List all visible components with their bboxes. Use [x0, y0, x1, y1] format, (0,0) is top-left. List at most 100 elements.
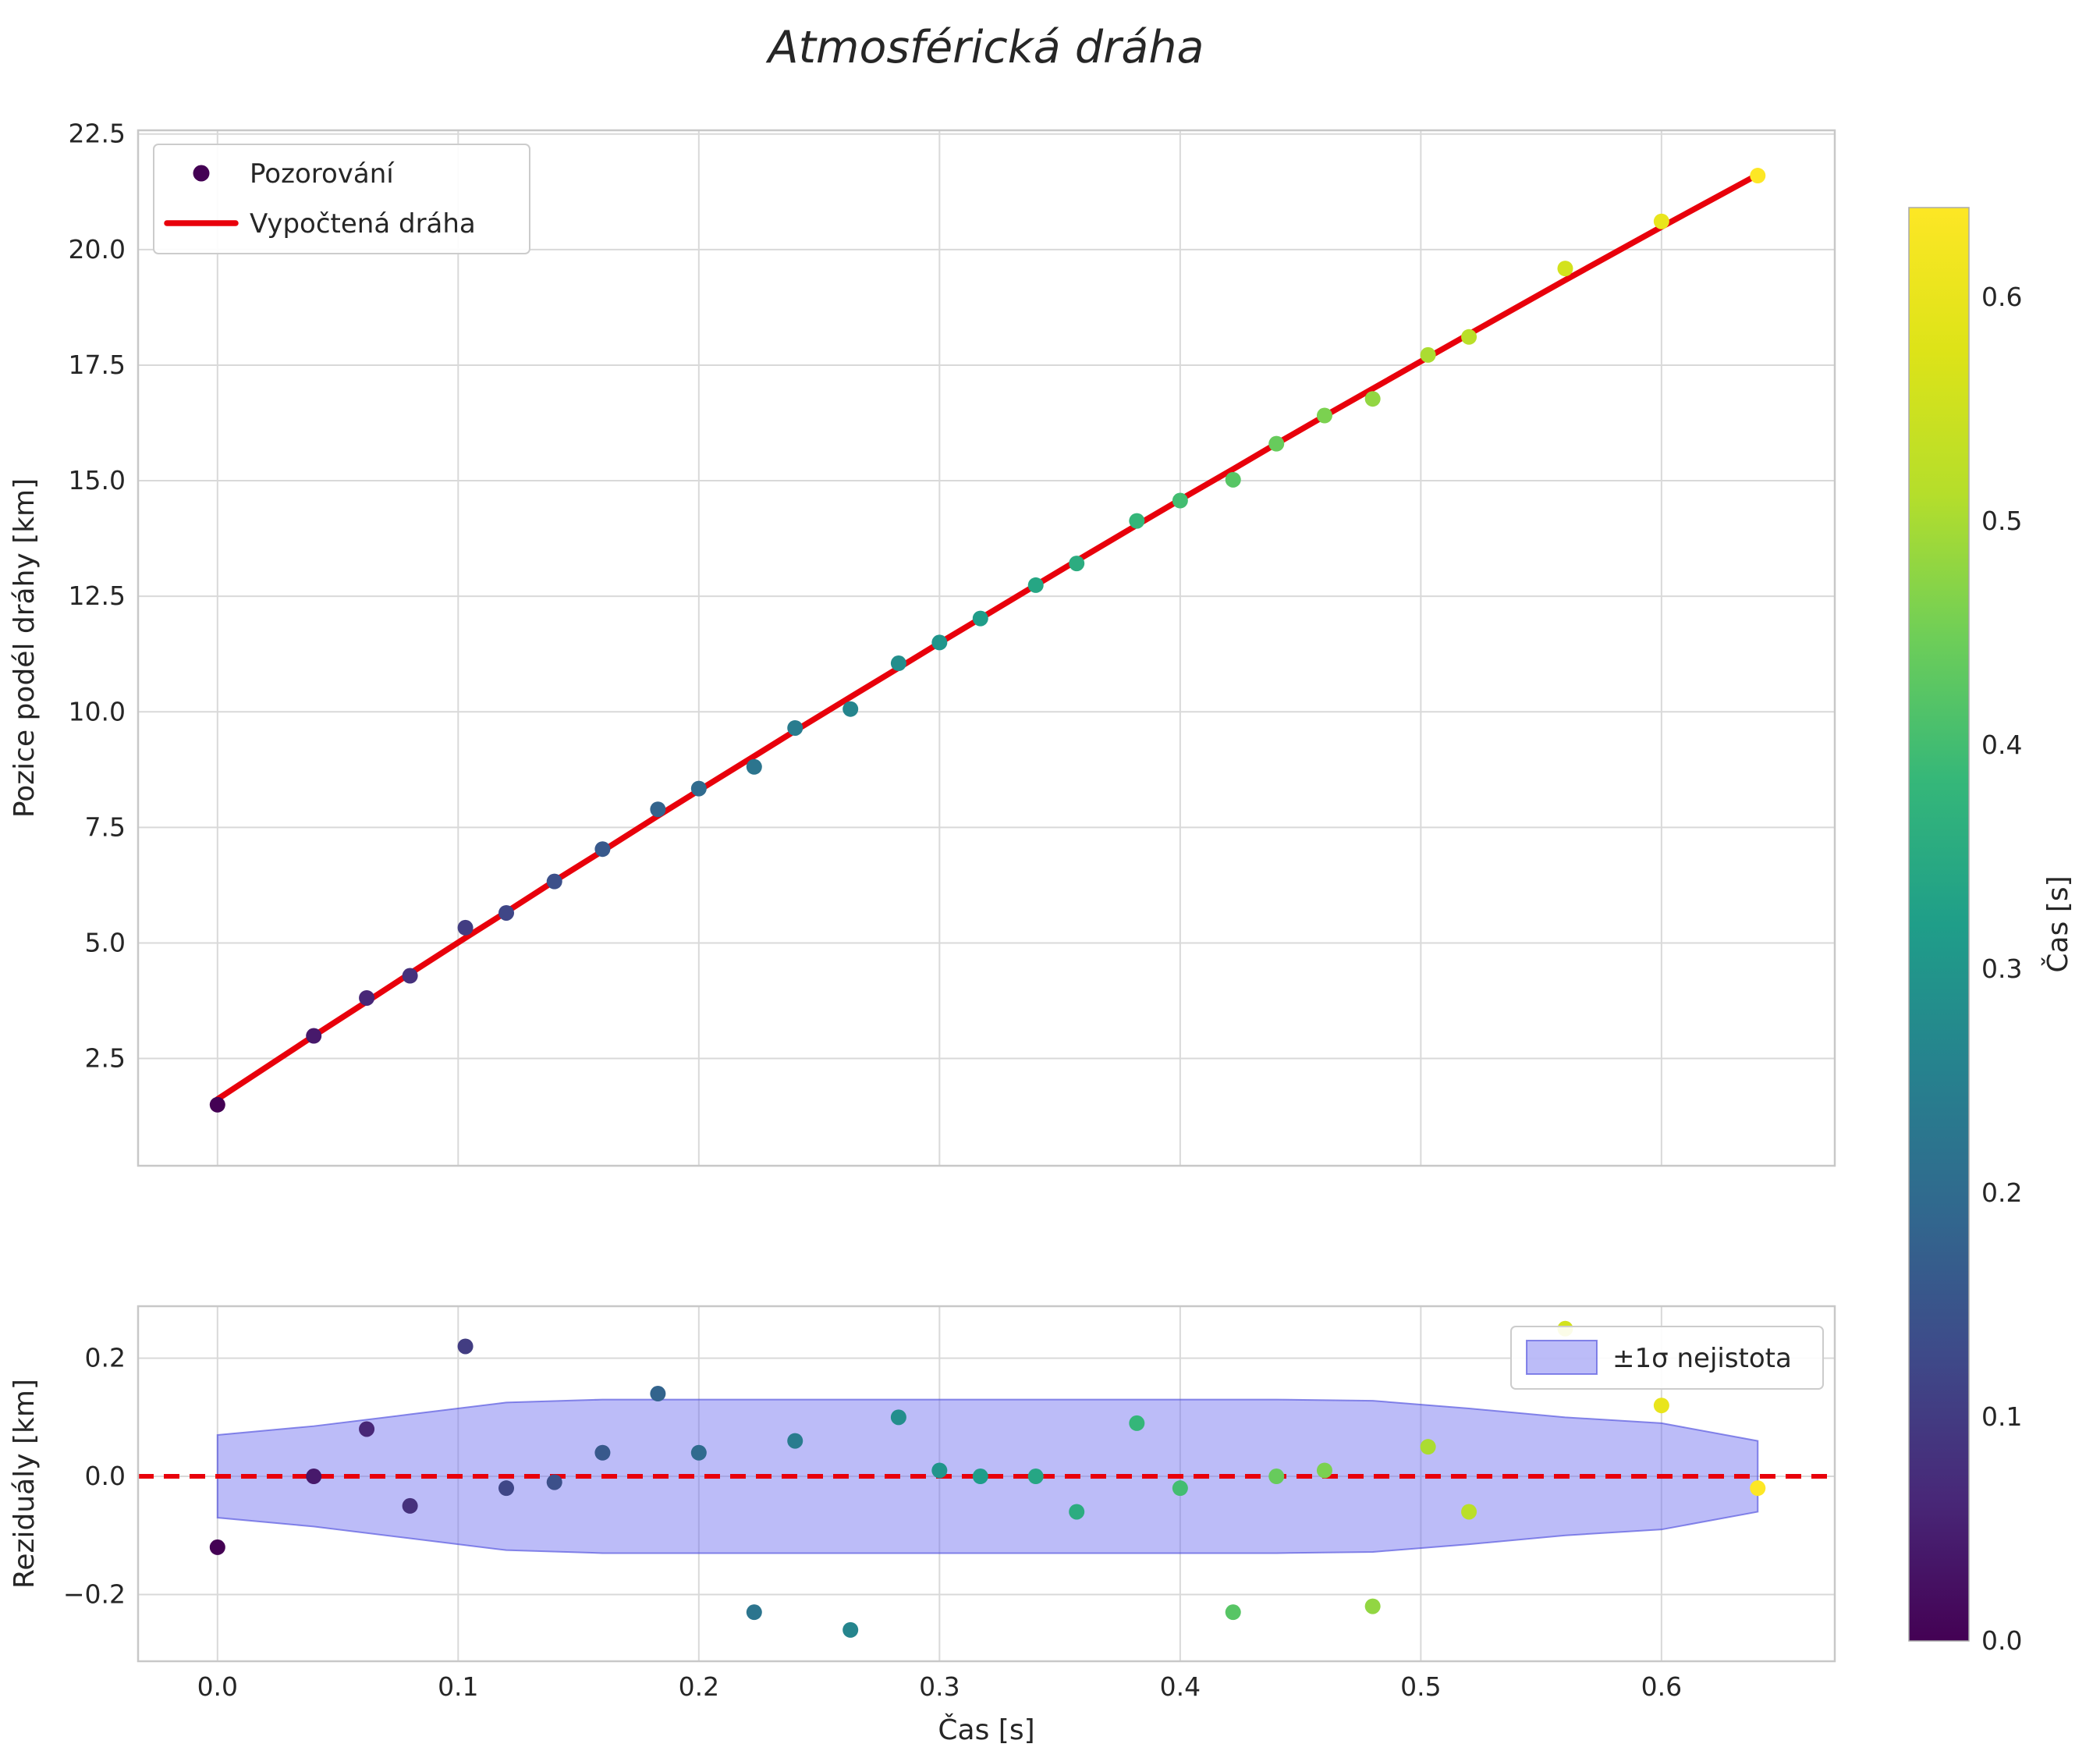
colorbar-tick-label: 0.6 [1981, 282, 2022, 312]
residual-point [890, 1409, 906, 1426]
residual-point [306, 1469, 322, 1485]
residual-point [594, 1444, 611, 1461]
residual-point [746, 1604, 762, 1621]
observation-point [842, 701, 859, 717]
legend-residuals: ±1σ nejistota [1510, 1326, 1824, 1390]
legend-label-pozorovani: Pozorování [250, 158, 395, 190]
observation-point [1225, 471, 1241, 488]
axes-spine [137, 129, 1836, 1167]
residual-point [931, 1462, 948, 1479]
observation-point [690, 780, 707, 797]
observation-point [1461, 329, 1477, 345]
observation-point [650, 801, 666, 818]
y-tick-label: 0.0 [85, 1461, 126, 1491]
observation-point [498, 904, 515, 921]
y-tick-label: 2.5 [85, 1043, 126, 1074]
x-tick-label: 0.3 [919, 1671, 960, 1702]
colorbar-tick-label: 0.1 [1981, 1401, 2022, 1432]
observation-point [402, 968, 418, 984]
observation-point [1129, 513, 1145, 529]
plot-background [138, 130, 1835, 1166]
observation-point [594, 841, 611, 858]
observation-point [1557, 261, 1573, 277]
observation-point [1172, 492, 1188, 509]
residual-point [1069, 1504, 1085, 1520]
residual-point [1750, 1480, 1766, 1497]
legend-label-vypoctena-draha: Vypočtená dráha [250, 208, 476, 240]
y-tick-label: 20.0 [69, 234, 126, 265]
observation-point [1316, 407, 1332, 424]
y-tick-label: 7.5 [85, 812, 126, 842]
observation-point [1653, 213, 1669, 229]
observation-point [1027, 577, 1044, 593]
legend-trajectory: Pozorování Vypočtená dráha [153, 144, 530, 254]
residual-point [402, 1497, 418, 1514]
x-tick-label: 0.2 [679, 1671, 719, 1702]
residual-point [457, 1338, 474, 1355]
panel-residuals: −0.2 0.0 0.2 Reziduály [km] 0.0 0.1 0.2 0.3 0.4 0… [9, 1305, 1836, 1746]
axes-spine [137, 1305, 1836, 1663]
y-tick-label: 17.5 [69, 350, 126, 380]
residual-point [1027, 1469, 1044, 1485]
observation-point [1420, 346, 1436, 363]
y-tick-label: 10.0 [69, 696, 126, 726]
x-tick-label: 0.5 [1400, 1671, 1441, 1702]
residual-point [209, 1539, 225, 1555]
observation-point [890, 655, 906, 672]
residual-point [359, 1421, 375, 1437]
observation-point [1069, 556, 1085, 572]
x-tick-label: 0.0 [197, 1671, 238, 1702]
observation-point [1364, 391, 1381, 407]
colorbar-label: Čas [s] [2041, 875, 2074, 972]
y-axis-label-residuals: Reziduály [km] [9, 1379, 41, 1589]
residual-point [690, 1444, 707, 1461]
residual-point [1420, 1439, 1436, 1455]
residual-point [1364, 1598, 1381, 1614]
residual-point [787, 1433, 803, 1449]
colorbar-tick-label: 0.4 [1981, 730, 2022, 760]
y-axis-label-trajectory: Pozice podél dráhy [km] [9, 478, 41, 818]
colorbar-gradient [1908, 207, 1970, 1642]
x-tick-label: 0.4 [1160, 1671, 1201, 1702]
residual-point [546, 1474, 562, 1490]
legend-marker-band-patch [1526, 1340, 1598, 1375]
observation-point [746, 758, 762, 775]
residual-point [1653, 1398, 1669, 1414]
observation-point [972, 610, 988, 627]
y-tick-label: 0.2 [85, 1343, 126, 1373]
panel-trajectory: 2.5 5.0 7.5 10.0 12.5 15.0 17.5 20.0 22.5 Pozice … [9, 119, 1836, 1167]
observation-point [457, 919, 474, 936]
colorbar-tick-label: 0.5 [1981, 506, 2022, 536]
colorbar: 0.0 0.1 0.2 0.3 0.4 0.5 0.6 Čas [s] [1908, 207, 2074, 1656]
y-tick-label: −0.2 [63, 1579, 126, 1609]
y-tick-label: 22.5 [69, 119, 126, 149]
residual-point [650, 1386, 666, 1402]
residual-point [1225, 1604, 1241, 1621]
chart-title: Atmosférická dráha [765, 22, 1204, 73]
y-tick-label: 12.5 [69, 581, 126, 611]
residual-point [972, 1469, 988, 1485]
observation-point [209, 1096, 225, 1113]
x-tick-label: 0.1 [438, 1671, 478, 1702]
observation-point [359, 989, 375, 1006]
colorbar-tick-label: 0.3 [1981, 954, 2022, 984]
residual-point [842, 1621, 859, 1638]
x-axis-label: Čas [s] [938, 1714, 1034, 1746]
residual-point [1316, 1462, 1332, 1479]
residual-point [1461, 1504, 1477, 1520]
colorbar-tick-label: 0.2 [1981, 1177, 2022, 1208]
legend-label-uncertainty: ±1σ nejistota [1612, 1343, 1792, 1374]
observation-point [306, 1028, 322, 1044]
legend-frame [153, 144, 530, 254]
observation-point [1750, 168, 1766, 184]
observation-point [1268, 435, 1285, 452]
residual-point [1129, 1415, 1145, 1431]
colorbar-tick-label: 0.0 [1981, 1625, 2022, 1656]
observation-point [546, 873, 562, 890]
observation-point [931, 634, 948, 651]
residual-point [1268, 1469, 1285, 1485]
y-tick-label: 15.0 [69, 465, 126, 495]
observation-point [787, 719, 803, 736]
